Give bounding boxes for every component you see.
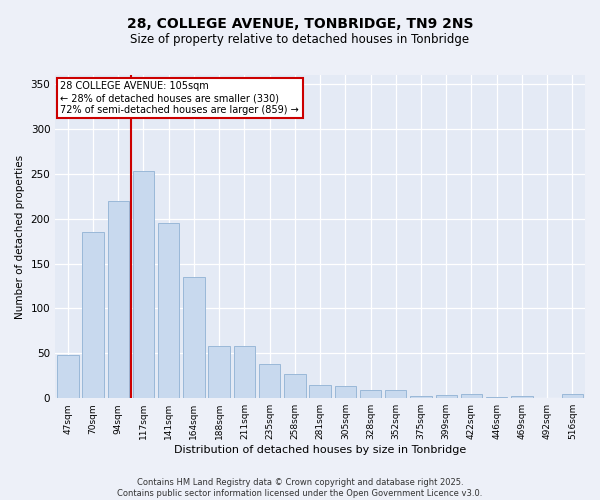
X-axis label: Distribution of detached houses by size in Tonbridge: Distribution of detached houses by size …: [174, 445, 466, 455]
Bar: [310, 384, 331, 398]
Text: Contains HM Land Registry data © Crown copyright and database right 2025.
Contai: Contains HM Land Registry data © Crown c…: [118, 478, 482, 498]
Bar: [562, 394, 583, 398]
Bar: [133, 171, 154, 398]
Bar: [82, 232, 104, 398]
Bar: [385, 390, 406, 398]
Text: 28, COLLEGE AVENUE, TONBRIDGE, TN9 2NS: 28, COLLEGE AVENUE, TONBRIDGE, TN9 2NS: [127, 18, 473, 32]
Bar: [233, 346, 255, 398]
Bar: [410, 396, 432, 398]
Bar: [259, 364, 280, 398]
Bar: [436, 394, 457, 398]
Bar: [183, 277, 205, 398]
Bar: [107, 200, 129, 398]
Bar: [511, 396, 533, 398]
Text: Size of property relative to detached houses in Tonbridge: Size of property relative to detached ho…: [130, 32, 470, 46]
Bar: [335, 386, 356, 398]
Text: 28 COLLEGE AVENUE: 105sqm
← 28% of detached houses are smaller (330)
72% of semi: 28 COLLEGE AVENUE: 105sqm ← 28% of detac…: [61, 82, 299, 114]
Bar: [158, 223, 179, 398]
Y-axis label: Number of detached properties: Number of detached properties: [15, 154, 25, 318]
Bar: [208, 346, 230, 398]
Bar: [461, 394, 482, 398]
Bar: [284, 374, 305, 398]
Bar: [360, 390, 381, 398]
Bar: [57, 355, 79, 398]
